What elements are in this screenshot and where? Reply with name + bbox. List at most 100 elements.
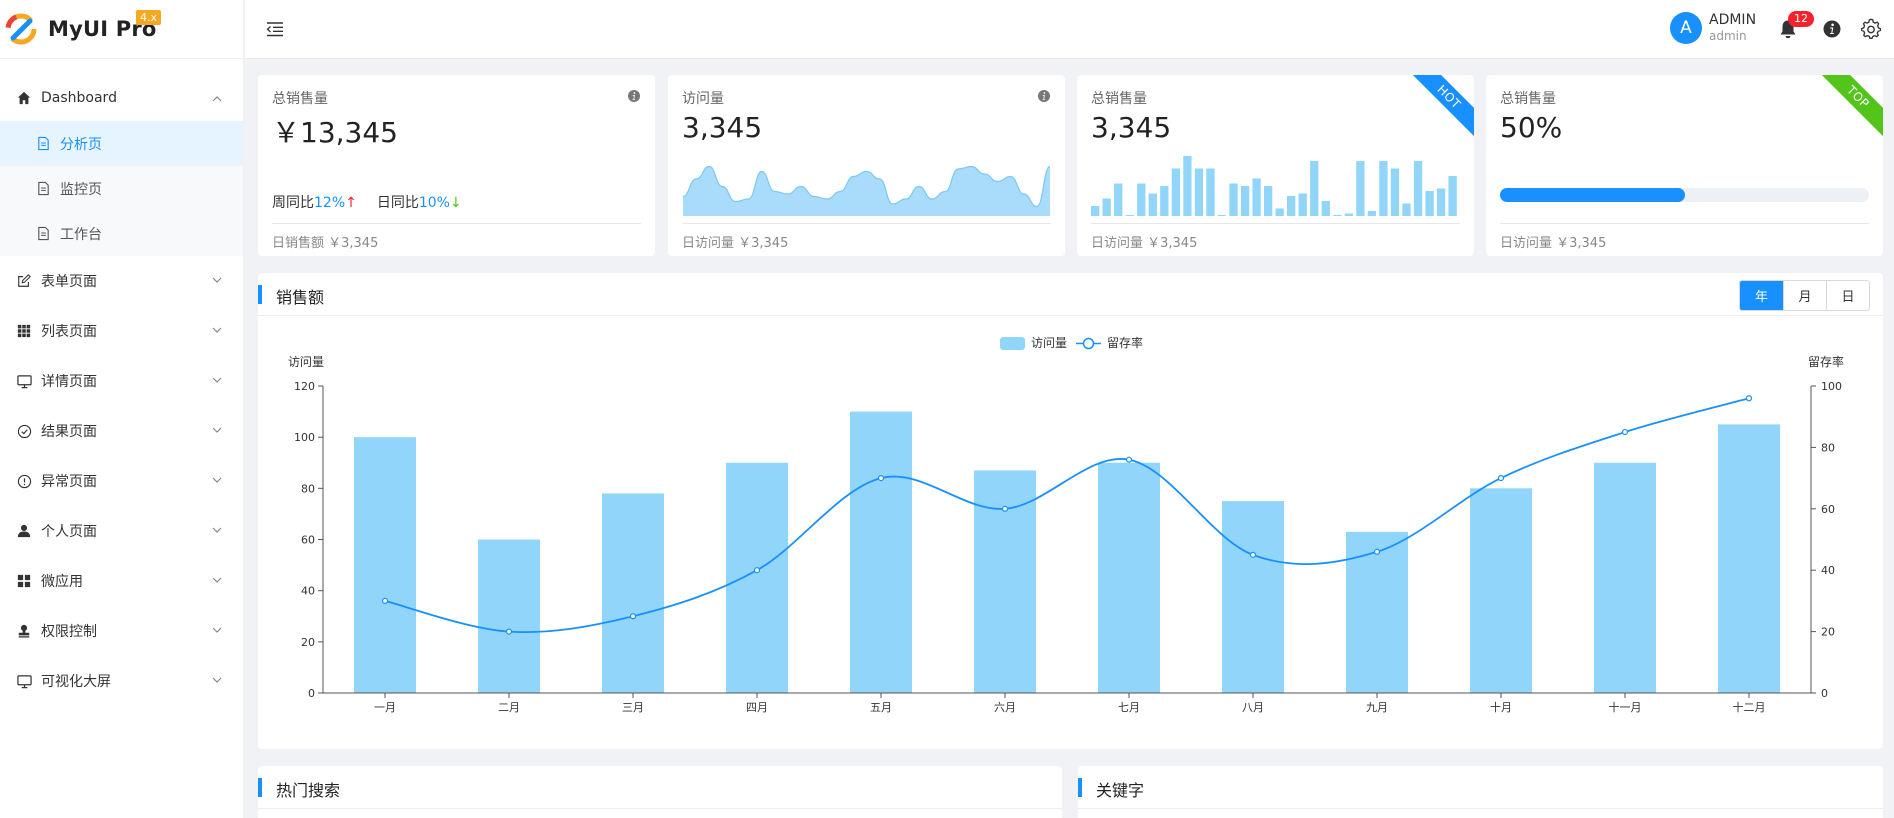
sidebar-item-detail[interactable]: 详情页面 (0, 356, 243, 406)
bar-十二月 (1718, 424, 1780, 693)
mini-bar (1206, 168, 1215, 216)
mini-bar (1217, 215, 1227, 216)
y-left-tick-label: 20 (301, 636, 315, 649)
y-axis-left-title: 访问量 (288, 355, 324, 369)
sidebar-item-label: 权限控制 (41, 624, 97, 640)
menu-fold-icon[interactable] (265, 20, 285, 38)
y-left-tick-label: 100 (294, 431, 315, 444)
retention-point-九月 (1373, 548, 1381, 555)
y-right-tick-label: 60 (1821, 503, 1835, 516)
sidebar-item-label: Dashboard (41, 90, 117, 106)
avatar: A (1670, 12, 1702, 44)
x-tick-label: 十一月 (1609, 700, 1642, 714)
grid-icon (16, 323, 32, 339)
chevron-down-icon (212, 377, 222, 383)
x-tick-label: 九月 (1366, 701, 1388, 714)
y-left-tick-label: 60 (301, 534, 315, 547)
info-icon[interactable] (1822, 19, 1842, 39)
screen-icon (16, 673, 32, 689)
retention-line (384, 397, 1750, 633)
bar-三月 (602, 493, 664, 693)
sidebar-item-micro-app[interactable]: 微应用 (0, 556, 243, 606)
sidebar-item-list[interactable]: 列表页面 (0, 306, 243, 356)
home-icon (16, 90, 32, 106)
retention-point-一月 (381, 597, 389, 604)
chevron-down-icon (212, 427, 222, 433)
bar-五月 (850, 411, 912, 693)
sales-panel-header: 销售额 年 月 日 (258, 273, 1883, 316)
retention-point-十月 (1497, 475, 1505, 482)
week-trend: 周同比12%↑ (272, 192, 357, 212)
chevron-up-icon (212, 96, 222, 102)
period-day-button[interactable]: 日 (1826, 281, 1869, 310)
y-right-tick-label: 20 (1821, 626, 1835, 639)
sidebar-item-result[interactable]: 结果页面 (0, 406, 243, 456)
file-icon (36, 136, 52, 152)
sidebar-subitem-label: 分析页 (60, 136, 102, 153)
mini-bar (1310, 161, 1319, 216)
chevron-down-icon (212, 327, 222, 333)
sidebar-item-big-screen[interactable]: 可视化大屏 (0, 656, 243, 706)
sales-title: 销售额 (276, 288, 325, 307)
sidebar-item-label: 异常页面 (41, 474, 97, 490)
mini-bar (1390, 168, 1400, 216)
y-right-tick-label: 0 (1821, 687, 1828, 700)
stat-footer: 日销售额 ￥3,345 (272, 236, 379, 251)
user-menu[interactable]: A ADMIN admin (1670, 12, 1756, 44)
bar-二月 (478, 539, 540, 693)
top-header: A ADMIN admin 12 (245, 0, 1894, 59)
title-accent-bar (258, 778, 262, 797)
y-left-tick-label: 0 (308, 687, 315, 700)
gear-icon[interactable] (1860, 18, 1882, 40)
sidebar-item-exception[interactable]: 异常页面 (0, 456, 243, 506)
day-trend: 日同比10%↓ (377, 192, 462, 212)
x-tick-label: 四月 (746, 701, 768, 714)
y-left-tick-label: 80 (301, 482, 315, 495)
hot-ribbon: HOT (1403, 75, 1474, 143)
sidebar-item-label: 列表页面 (41, 324, 97, 340)
period-year-button[interactable]: 年 (1740, 281, 1783, 310)
info-icon[interactable] (627, 89, 641, 103)
mini-bar (1263, 186, 1273, 216)
sidebar-item-personal[interactable]: 个人页面 (0, 506, 243, 556)
y-right-tick-label: 80 (1821, 441, 1835, 454)
stat-label: 总销售量 (1091, 91, 1147, 107)
x-tick-label: 一月 (374, 701, 396, 714)
sidebar-item-permission[interactable]: 权限控制 (0, 606, 243, 656)
retention-point-十一月 (1621, 428, 1629, 436)
sidebar-subitem-label: 工作台 (60, 226, 102, 243)
area-line (682, 165, 1051, 208)
info-icon[interactable] (1037, 89, 1051, 103)
mini-bar (1148, 193, 1157, 216)
keyword-title: 关键字 (1096, 781, 1145, 800)
notification-badge: 12 (1788, 11, 1814, 27)
x-tick-label: 三月 (622, 701, 644, 714)
mini-bar (1137, 183, 1146, 216)
sidebar-subitem-analysis[interactable]: 分析页 (0, 121, 243, 166)
file-icon (36, 181, 52, 197)
keyword-panel: 关键字 (1078, 766, 1883, 818)
logo[interactable]: MyUI Pro 4.x (0, 0, 243, 59)
y-left-tick-label: 120 (294, 380, 315, 393)
sidebar-subitem-workbench[interactable]: 工作台 (0, 211, 243, 256)
mini-bar (1448, 176, 1457, 216)
chevron-down-icon (212, 527, 222, 533)
y-axis-right-title: 留存率 (1808, 354, 1844, 369)
mini-bar (1333, 215, 1342, 216)
hot-search-header: 热门搜索 (258, 766, 1062, 809)
chevron-down-icon (212, 677, 222, 683)
sidebar: MyUI Pro 4.x Dashboard 分析页 监控页 工作台 (0, 0, 244, 818)
bar-四月 (726, 462, 788, 693)
sidebar-item-form[interactable]: 表单页面 (0, 256, 243, 306)
sidebar-subitem-monitor[interactable]: 监控页 (0, 166, 243, 211)
legend-line-label: 留存率 (1107, 335, 1143, 350)
visits-area-chart (682, 165, 1051, 216)
mini-bar (1102, 198, 1111, 216)
period-month-button[interactable]: 月 (1783, 281, 1826, 310)
mini-bar (1229, 183, 1238, 216)
x-tick-label: 八月 (1242, 701, 1264, 714)
sidebar-item-dashboard[interactable]: Dashboard (0, 75, 243, 121)
day-trend-pct: 10% (418, 195, 450, 211)
y-right-tick-label: 100 (1821, 380, 1842, 393)
